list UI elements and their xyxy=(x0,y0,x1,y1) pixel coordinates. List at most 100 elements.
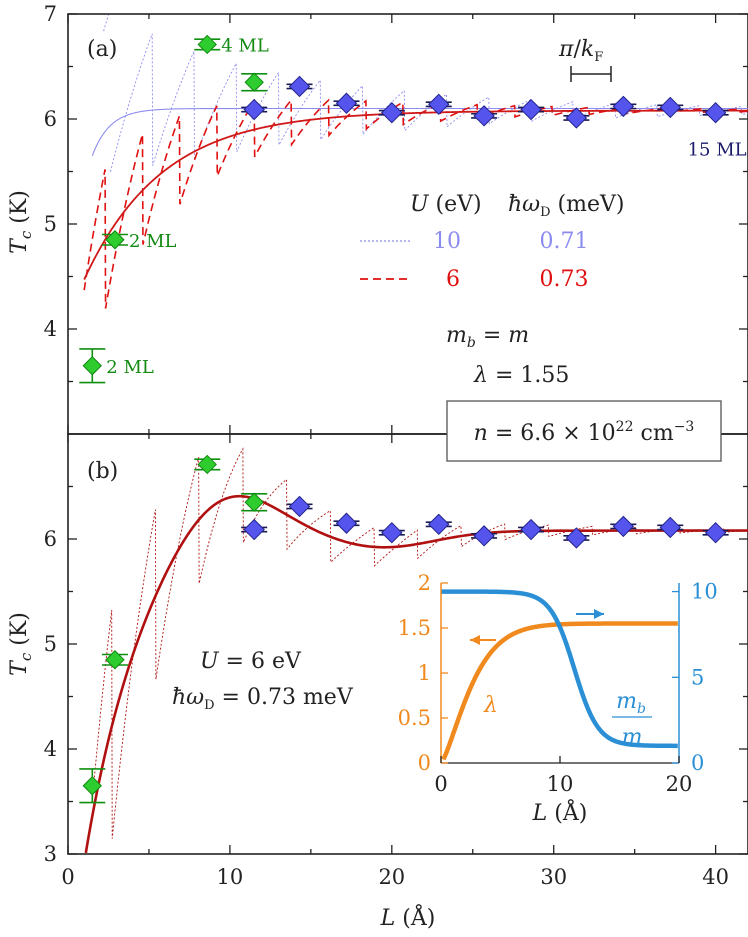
lambda-value: λ = 1.55 xyxy=(473,363,569,388)
panel-b-u-text: U = 6 eV xyxy=(200,649,302,674)
data-point-green xyxy=(197,34,217,55)
data-point-green xyxy=(82,356,102,376)
legend-header-u: U (eV) xyxy=(410,192,482,217)
data-point-green xyxy=(82,776,102,796)
inset-ratio-arrow-head xyxy=(594,609,604,619)
panel-b-hw-text: ħωD = 0.73 meV xyxy=(172,685,354,713)
data-point-blue xyxy=(704,521,727,544)
data-point-blue xyxy=(335,512,358,534)
inset-x-tick-label: 10 xyxy=(547,772,574,796)
data-point-blue xyxy=(659,96,681,119)
panel-a-label: (a) xyxy=(87,37,117,62)
panel-b-ylabel: Tc (K) xyxy=(7,612,35,676)
x-tick-label: 0 xyxy=(61,865,74,889)
legend-hw-2: 0.73 xyxy=(540,267,589,292)
curve-a-smooth-u6 xyxy=(83,109,748,280)
y-tick-label: 3 xyxy=(44,842,57,866)
data-point-blue xyxy=(473,105,495,127)
data-point-green xyxy=(197,454,217,475)
legend-u-1: 10 xyxy=(433,229,461,254)
inset-ratio-num: mb xyxy=(616,689,646,717)
data-point-green xyxy=(105,650,125,670)
data-point-blue xyxy=(428,93,450,116)
data-point-blue xyxy=(243,518,265,541)
thickness-label: 15 ML xyxy=(688,140,747,161)
inset-ratio-curve xyxy=(441,589,678,749)
y-tick-label: 5 xyxy=(44,212,57,236)
inset-left-tick-label: 2 xyxy=(418,571,431,595)
curve-a-oscillating-u6 xyxy=(83,98,748,309)
data-point-blue xyxy=(335,92,358,114)
x-tick-label: 40 xyxy=(702,865,729,889)
y-tick-label: 6 xyxy=(44,527,57,551)
data-point-green xyxy=(244,72,264,92)
inset-xlabel: L (Å) xyxy=(532,798,588,826)
data-point-blue xyxy=(659,516,681,539)
legend-hw-1: 0.71 xyxy=(540,229,589,254)
data-point-blue xyxy=(520,98,542,121)
panel-b-curves xyxy=(84,447,748,854)
mb-equals-m: mb = m xyxy=(446,323,529,351)
inset-left-tick-label: 1.5 xyxy=(398,616,431,640)
inset-left-tick-label: 0.5 xyxy=(398,706,431,730)
x-tick-label: 10 xyxy=(217,865,244,889)
inset-x-tick-label: 20 xyxy=(666,772,693,796)
data-point-blue xyxy=(565,107,588,129)
x-tick-label: 20 xyxy=(378,865,405,889)
data-point-blue xyxy=(565,527,588,549)
inset-ratio-den: m xyxy=(622,725,643,750)
x-tick-label: 30 xyxy=(540,865,567,889)
curve-a-smooth-u10 xyxy=(91,107,748,156)
panel-a-frame xyxy=(67,13,748,435)
inset-right-tick-label: 0 xyxy=(691,751,704,775)
data-point-blue xyxy=(612,515,635,538)
curve-b-oscillating xyxy=(91,447,748,839)
data-point-blue xyxy=(704,101,727,124)
panel-a-legend: U (eV) ħωD (meV) 10 0.71 6 0.73 xyxy=(360,192,624,292)
period-marker: π/kF xyxy=(558,37,612,82)
thickness-label: 2 ML xyxy=(106,357,154,378)
x-axis-label: L (Å) xyxy=(380,903,436,931)
panel-b-label: (b) xyxy=(87,459,118,484)
inset-lambda-label: λ xyxy=(483,693,498,718)
data-point-green xyxy=(244,492,264,512)
density-box: n = 6.6 × 1022 cm−3 xyxy=(446,400,722,462)
legend-header-hw: ħωD (meV) xyxy=(508,192,624,220)
data-point-blue xyxy=(520,518,542,541)
data-point-blue xyxy=(473,525,495,547)
density-label: n = 6.6 × 1022 cm−3 xyxy=(474,419,695,446)
panel-a-points: 2 ML 2 ML 4 ML 15 ML xyxy=(79,34,747,384)
inset-right-tick-label: 5 xyxy=(691,665,704,689)
y-tick-label: 4 xyxy=(44,317,57,341)
data-point-blue xyxy=(612,95,635,118)
data-point-blue xyxy=(428,513,450,536)
data-point-blue xyxy=(243,98,265,121)
data-point-blue xyxy=(381,101,403,124)
inset-curves xyxy=(441,589,678,761)
y-tick-label: 5 xyxy=(44,632,57,656)
inset-left-tick-label: 0 xyxy=(418,751,431,775)
inset-left-tick-label: 1 xyxy=(418,661,431,685)
y-tick-label: 4 xyxy=(44,737,57,761)
legend-u-2: 6 xyxy=(446,267,460,292)
thickness-label: 4 ML xyxy=(221,35,269,56)
panel-b-points xyxy=(79,454,729,804)
data-point-blue xyxy=(288,495,311,518)
y-tick-label: 6 xyxy=(44,107,57,131)
period-label: π/kF xyxy=(558,37,603,65)
inset-lambda-arrow-head xyxy=(470,635,480,645)
data-point-blue xyxy=(288,75,311,98)
inset-right-tick-label: 10 xyxy=(691,580,718,604)
thickness-label: 2 ML xyxy=(129,231,177,252)
y-tick-label: 7 xyxy=(44,2,57,26)
data-point-blue xyxy=(381,521,403,544)
curve-a-oscillating-u10 xyxy=(103,14,748,172)
panel-a-curves xyxy=(83,14,748,309)
data-point-green xyxy=(105,230,125,250)
curve-b-smooth xyxy=(84,494,748,854)
panel-a-ylabel: Tc (K) xyxy=(7,190,35,254)
